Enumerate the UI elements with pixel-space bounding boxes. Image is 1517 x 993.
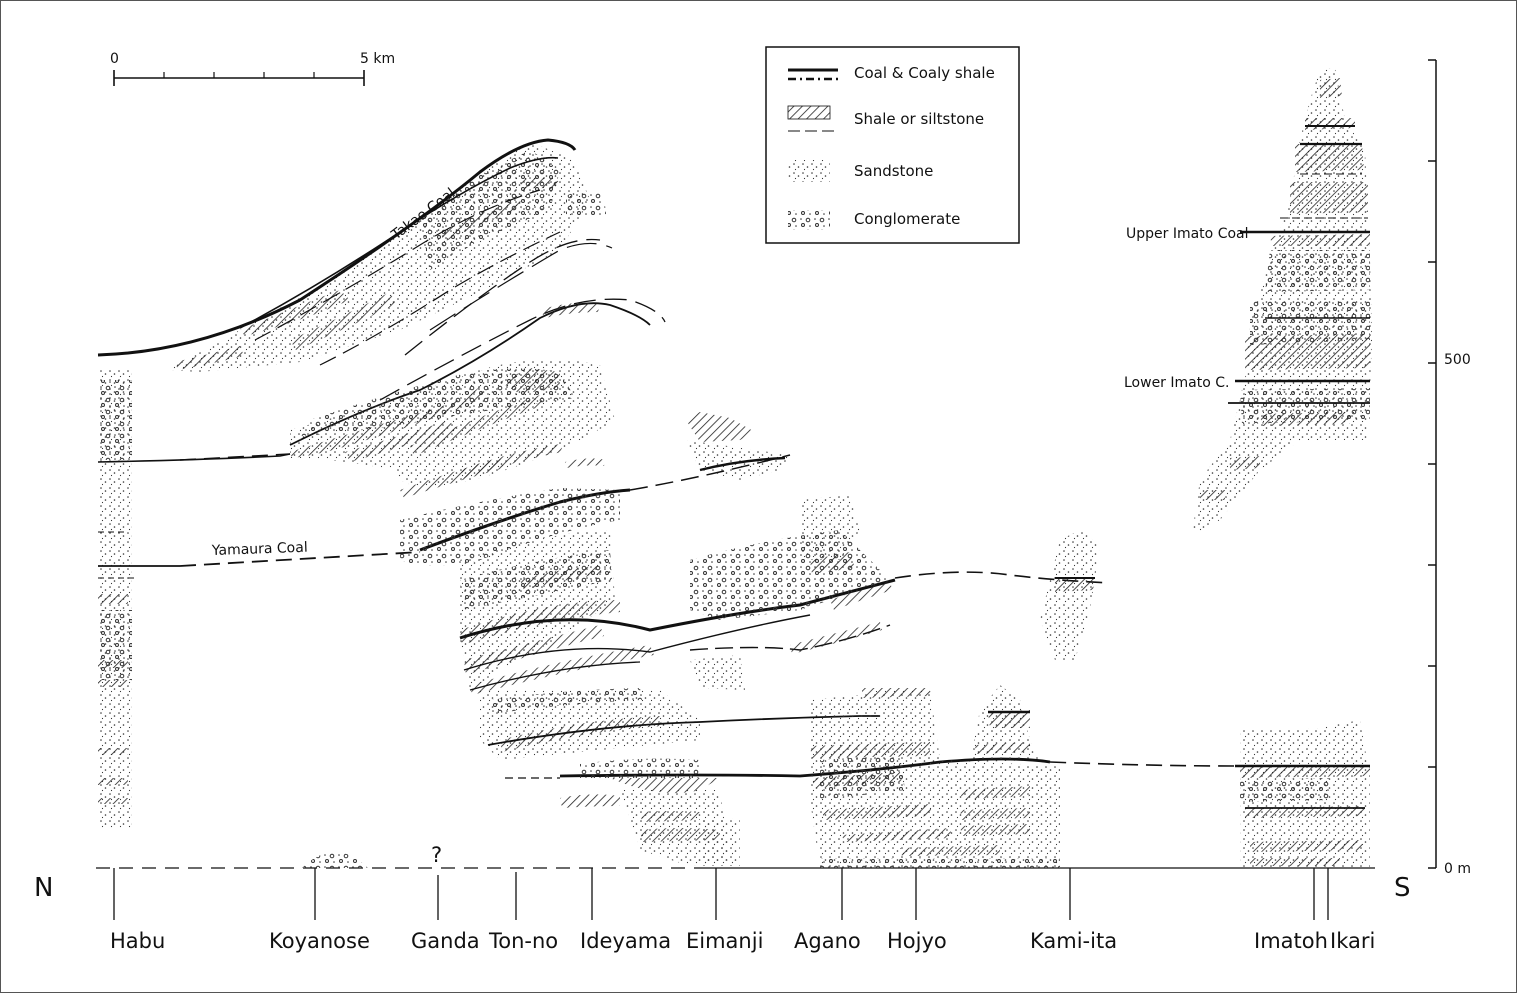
- yamaura-conglomerate: [400, 488, 620, 566]
- legend-shale-label: Shale or siltstone: [854, 110, 984, 128]
- kami-ita-outcrop: [1040, 530, 1100, 660]
- horizon-462-solid: [97, 453, 291, 463]
- upper-imato-coal-label: Upper Imato Coal: [1126, 226, 1249, 242]
- ideyama-outcrop: [566, 190, 606, 217]
- legend: Coal & Coaly shale Shale or siltstone Sa…: [765, 46, 1020, 244]
- vertical-scale-0-label: 0 m: [1444, 861, 1471, 877]
- locality-label-hojyo: Hojyo: [887, 929, 947, 953]
- imato-upper-column: [1192, 68, 1372, 535]
- lower-section: [480, 688, 1241, 866]
- locality-label-koyanose: Koyanose: [269, 929, 370, 953]
- locality-label-ideyama: Ideyama: [580, 929, 671, 953]
- locality-label-kami-ita: Kami-ita: [1030, 929, 1117, 953]
- locality-label-ikari: Ikari: [1330, 929, 1375, 953]
- yamaura-coal-label: Yamaura Coal: [211, 540, 308, 559]
- scale-end-label: 5 km: [360, 51, 395, 67]
- scale-bar: 0 5 km: [110, 51, 395, 86]
- legend-sandstone-label: Sandstone: [854, 162, 933, 180]
- lower-main-band: [459, 530, 896, 695]
- legend-coal-swatch: [788, 68, 838, 81]
- north-label: N: [34, 873, 53, 903]
- imatoh-column: [1235, 720, 1370, 868]
- eimanji-outcrop: [686, 412, 790, 480]
- legend-conglomerate-swatch: [788, 210, 830, 230]
- column-habu: [98, 370, 136, 828]
- legend-sandstone-swatch: [788, 160, 830, 182]
- agano-hojyo-column: [810, 688, 1060, 868]
- koyanose-outcrop: [302, 852, 368, 868]
- locality-label-imatoh: Imatoh: [1254, 929, 1328, 953]
- agano-middle: [690, 495, 892, 690]
- south-label: S: [1394, 873, 1411, 903]
- locality-label-agano: Agano: [794, 929, 861, 953]
- upper-band: [290, 359, 615, 498]
- legend-coal-label: Coal & Coaly shale: [854, 64, 995, 82]
- locality-ticks: [113, 868, 1329, 920]
- locality-label-ton-no: Ton-no: [488, 929, 558, 953]
- unknown-marker: ?: [431, 843, 442, 867]
- vertical-scale: 500 0 m: [1428, 59, 1471, 877]
- takae-section: [97, 138, 590, 372]
- legend-shale-swatch: [787, 105, 838, 132]
- lower-imato-coal-label: Lower Imato C.: [1124, 375, 1229, 391]
- locality-label-habu: Habu: [110, 929, 165, 953]
- locality-label-ganda: Ganda: [411, 929, 480, 953]
- hojyo-peak: [970, 685, 1040, 762]
- horizon-462-dashed: [179, 453, 291, 461]
- locality-label-eimanji: Eimanji: [686, 929, 763, 953]
- legend-conglomerate-label: Conglomerate: [854, 210, 960, 228]
- scale-start-label: 0: [110, 51, 119, 67]
- vertical-scale-500-label: 500: [1444, 352, 1471, 368]
